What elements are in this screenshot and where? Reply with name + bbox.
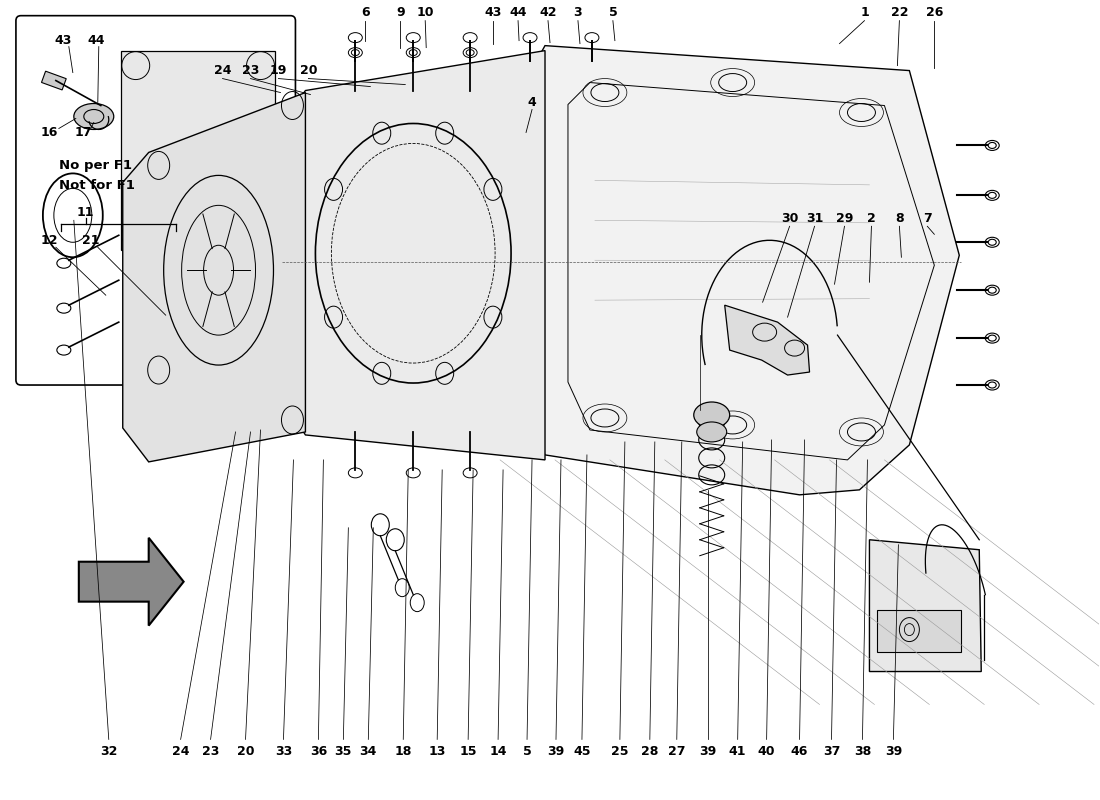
Text: 25: 25: [612, 745, 628, 758]
Text: 33: 33: [275, 745, 293, 758]
Text: 44: 44: [87, 34, 104, 47]
Text: 41: 41: [729, 745, 747, 758]
FancyBboxPatch shape: [121, 50, 275, 250]
Text: 39: 39: [884, 745, 902, 758]
Polygon shape: [283, 50, 544, 460]
Text: 20: 20: [236, 745, 254, 758]
Text: 21: 21: [82, 234, 99, 246]
Polygon shape: [869, 540, 981, 671]
Text: 30: 30: [781, 212, 799, 225]
Text: 12: 12: [40, 234, 57, 246]
Text: 5: 5: [522, 745, 531, 758]
Text: 14: 14: [490, 745, 507, 758]
Polygon shape: [725, 305, 810, 375]
Text: 39: 39: [548, 745, 564, 758]
Text: 1: 1: [860, 6, 869, 19]
Text: 4: 4: [528, 96, 537, 109]
Text: 7: 7: [923, 212, 932, 225]
Text: 31: 31: [806, 212, 823, 225]
Text: 15: 15: [460, 745, 477, 758]
Text: 38: 38: [854, 745, 871, 758]
Text: 6: 6: [361, 6, 370, 19]
Text: 44: 44: [509, 6, 527, 19]
Text: 18: 18: [395, 745, 411, 758]
Text: 27: 27: [668, 745, 685, 758]
Ellipse shape: [74, 103, 113, 130]
Text: 26: 26: [925, 6, 943, 19]
Text: 8: 8: [895, 212, 904, 225]
Text: 43: 43: [484, 6, 502, 19]
Text: 42: 42: [539, 6, 557, 19]
Ellipse shape: [694, 402, 729, 428]
Text: 36: 36: [310, 745, 327, 758]
Text: 20: 20: [299, 64, 317, 77]
Text: 37: 37: [823, 745, 840, 758]
Text: 13: 13: [429, 745, 446, 758]
Text: 3: 3: [573, 6, 582, 19]
Text: No per F1: No per F1: [59, 159, 132, 172]
Text: Not for F1: Not for F1: [59, 179, 134, 192]
Bar: [42, 71, 66, 90]
Text: 24: 24: [172, 745, 189, 758]
Text: 22: 22: [891, 6, 909, 19]
Text: 5: 5: [608, 6, 617, 19]
Polygon shape: [123, 93, 306, 462]
Text: 10: 10: [417, 6, 434, 19]
Text: 9: 9: [396, 6, 405, 19]
FancyBboxPatch shape: [15, 16, 296, 385]
Polygon shape: [79, 538, 184, 626]
Text: 23: 23: [202, 745, 219, 758]
Text: 11: 11: [77, 206, 95, 219]
Text: 34: 34: [360, 745, 377, 758]
Text: 39: 39: [700, 745, 716, 758]
Ellipse shape: [696, 422, 727, 442]
Text: 35: 35: [334, 745, 352, 758]
Text: 45: 45: [573, 745, 591, 758]
Text: 23: 23: [242, 64, 260, 77]
Text: 29: 29: [836, 212, 854, 225]
Text: 16: 16: [41, 126, 57, 139]
Text: 24: 24: [213, 64, 231, 77]
Text: 2: 2: [867, 212, 876, 225]
Text: 17: 17: [74, 126, 91, 139]
Text: 32: 32: [100, 745, 118, 758]
Text: 46: 46: [791, 745, 808, 758]
Polygon shape: [520, 46, 959, 495]
Polygon shape: [878, 610, 961, 651]
Text: 28: 28: [641, 745, 659, 758]
Text: 19: 19: [270, 64, 287, 77]
Text: 43: 43: [54, 34, 72, 47]
Text: 40: 40: [758, 745, 776, 758]
